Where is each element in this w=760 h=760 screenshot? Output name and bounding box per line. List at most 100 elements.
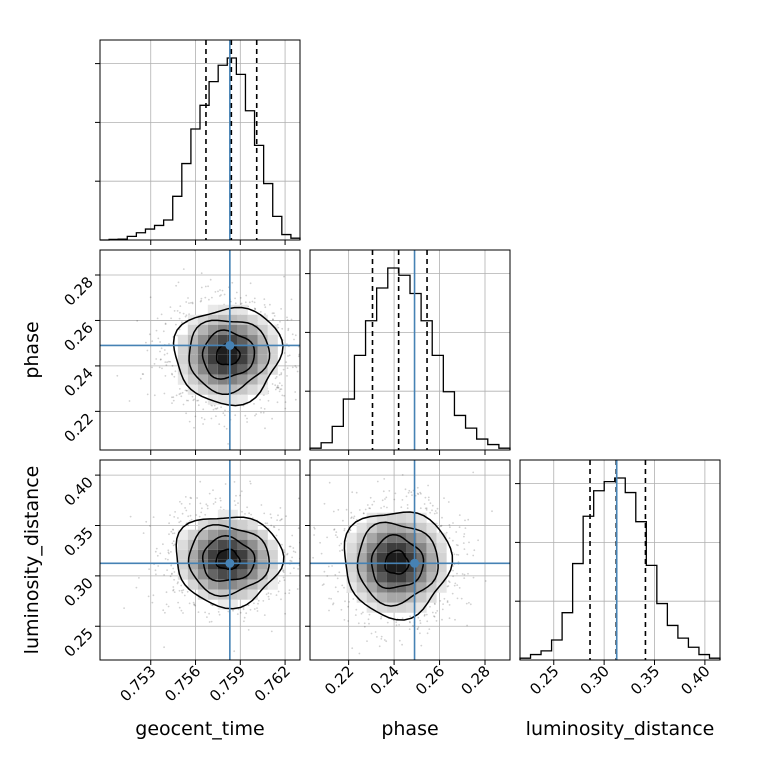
sample-point — [333, 529, 335, 531]
sample-point — [218, 613, 221, 616]
sample-point — [344, 600, 346, 603]
density-cell — [257, 559, 268, 570]
sample-point — [155, 573, 157, 576]
sample-point — [181, 591, 184, 594]
sample-point — [381, 499, 384, 502]
sample-point — [188, 602, 191, 605]
sample-point — [167, 549, 170, 552]
density-cell — [217, 569, 228, 580]
density-cell — [177, 569, 188, 580]
sample-point — [442, 603, 444, 605]
sample-point — [253, 301, 256, 304]
sample-point — [200, 297, 203, 300]
sample-point — [429, 502, 432, 505]
sample-point — [263, 614, 266, 616]
sample-point — [175, 323, 177, 326]
density-cell — [416, 512, 427, 523]
density-cell — [187, 334, 198, 345]
density-cell — [376, 552, 387, 563]
contour-line — [188, 319, 271, 395]
sample-point — [468, 601, 470, 604]
sample-point — [178, 388, 181, 390]
sample-point — [334, 586, 337, 589]
sample-point — [170, 530, 173, 533]
sample-point — [177, 581, 179, 584]
density-cell — [366, 512, 377, 523]
sample-point — [311, 552, 313, 554]
sample-point — [232, 609, 234, 612]
sample-point — [208, 298, 210, 301]
sample-point — [204, 296, 207, 299]
contour-line — [187, 524, 270, 597]
sample-point — [270, 630, 273, 633]
density-cell — [416, 592, 427, 603]
sample-point — [420, 492, 422, 495]
density-cell — [237, 354, 248, 365]
sample-point — [202, 408, 205, 411]
density-cell — [177, 344, 188, 355]
sample-point — [458, 514, 461, 516]
sample-point — [463, 533, 466, 535]
sample-point — [294, 365, 297, 367]
density-cell — [426, 542, 437, 553]
sample-point — [171, 373, 174, 376]
sample-point — [282, 569, 285, 572]
sample-point — [368, 507, 371, 509]
sample-point — [264, 522, 267, 525]
sample-point — [163, 392, 166, 395]
sample-point — [452, 539, 454, 542]
sample-point — [290, 318, 293, 321]
sample-point — [172, 528, 174, 531]
sample-point — [362, 611, 364, 614]
density-cell — [197, 334, 208, 345]
sample-point — [376, 636, 378, 638]
sample-point — [157, 565, 160, 567]
sample-point — [176, 310, 179, 312]
density-cell — [346, 572, 357, 583]
sample-point — [417, 493, 420, 496]
sample-point — [212, 489, 214, 492]
density-cell — [187, 324, 198, 335]
sample-point — [199, 480, 202, 483]
sample-point — [264, 427, 266, 430]
sample-point — [214, 407, 217, 410]
sample-point — [189, 514, 192, 517]
sample-point — [188, 313, 191, 316]
density-cell — [436, 562, 447, 573]
sample-point — [198, 515, 201, 518]
sample-point — [334, 534, 337, 536]
sample-point — [291, 556, 293, 559]
sample-point — [304, 556, 306, 558]
sample-point — [380, 507, 382, 509]
density-cell — [366, 522, 377, 533]
sample-point — [436, 610, 439, 612]
sample-point — [178, 393, 181, 396]
sample-point — [211, 404, 213, 407]
density-cell — [177, 549, 188, 560]
density-cell — [227, 314, 238, 325]
sample-point — [294, 334, 297, 337]
sample-point — [289, 559, 292, 562]
density-cell — [177, 539, 188, 550]
sample-point — [326, 536, 328, 539]
sample-point — [158, 366, 161, 369]
sample-point — [257, 602, 259, 605]
sample-point — [279, 320, 281, 323]
sample-point — [153, 363, 156, 365]
sample-point — [277, 590, 280, 593]
sample-point — [343, 586, 345, 589]
sample-point — [408, 620, 411, 623]
sample-point — [463, 577, 466, 579]
sample-point — [164, 361, 167, 363]
sample-point — [234, 414, 237, 417]
sample-point — [270, 524, 273, 527]
density-cell — [197, 589, 208, 600]
sample-point — [373, 500, 375, 503]
sample-point — [227, 610, 230, 613]
sample-point — [184, 496, 187, 498]
sample-point — [190, 302, 192, 304]
density-cell — [197, 569, 208, 580]
sample-point — [178, 317, 181, 320]
sample-point — [280, 518, 283, 521]
sample-point — [215, 415, 217, 418]
